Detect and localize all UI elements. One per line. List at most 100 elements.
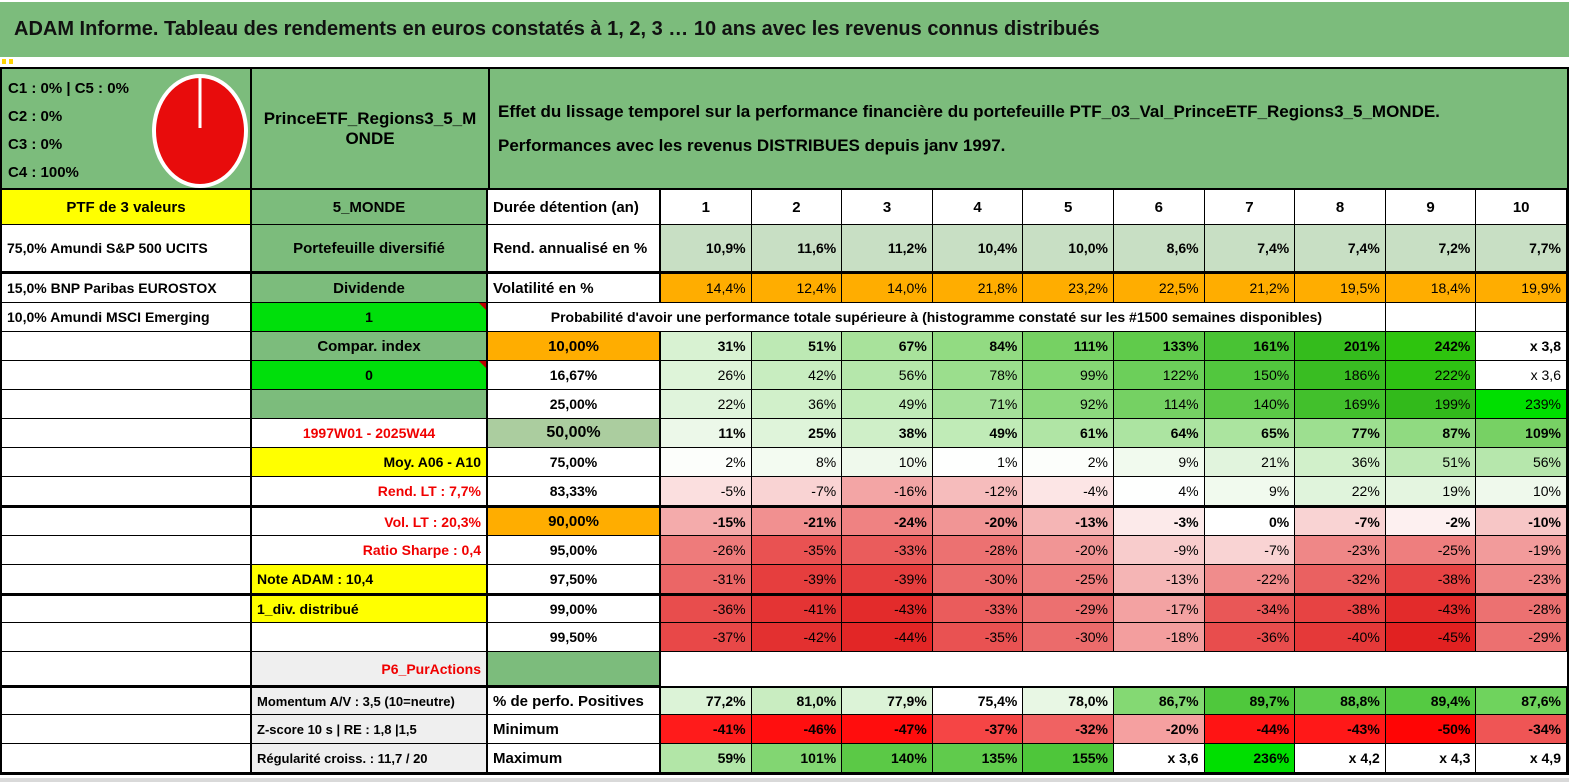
label-cell[interactable]: Volatilité en % (488, 272, 661, 303)
label-cell[interactable]: Note ADAM : 10,4 (252, 565, 488, 594)
value-cell[interactable]: -33% (842, 536, 933, 565)
value-cell[interactable]: x 3,8 (1476, 332, 1567, 361)
value-cell[interactable]: 77,9% (842, 686, 933, 715)
value-cell[interactable]: -43% (842, 594, 933, 623)
value-cell[interactable]: 31% (661, 332, 752, 361)
portfolio-name-cell[interactable]: PrinceETF_Regions3_5_MONDE (252, 67, 490, 190)
label-cell[interactable] (2, 506, 252, 536)
label-cell[interactable] (2, 419, 252, 448)
value-cell[interactable]: -44% (1204, 715, 1296, 744)
label-cell[interactable]: 5_MONDE (252, 190, 488, 225)
value-cell[interactable]: -13% (1023, 506, 1114, 536)
value-cell[interactable]: -2% (1385, 506, 1477, 536)
value-cell[interactable]: 89,4% (1385, 686, 1477, 715)
label-cell[interactable] (2, 686, 252, 715)
value-cell[interactable]: 88,8% (1295, 686, 1386, 715)
value-cell[interactable]: 10,9% (661, 225, 752, 272)
value-cell[interactable]: -18% (1113, 623, 1205, 652)
value-cell[interactable]: 36% (1295, 448, 1386, 477)
value-cell[interactable] (1476, 303, 1567, 332)
value-cell[interactable]: 36% (751, 390, 843, 419)
value-cell[interactable]: 8 (1295, 190, 1386, 225)
value-cell[interactable]: 10 (1476, 190, 1567, 225)
value-cell[interactable]: 65% (1204, 419, 1296, 448)
value-cell[interactable]: -36% (1204, 623, 1296, 652)
value-cell[interactable]: 42% (751, 361, 843, 390)
value-cell[interactable]: 114% (1113, 390, 1205, 419)
value-cell[interactable]: 11% (661, 419, 752, 448)
value-cell[interactable]: 5 (1023, 190, 1114, 225)
value-cell[interactable]: -22% (1204, 565, 1296, 594)
value-cell[interactable]: -5% (661, 477, 752, 506)
value-cell[interactable]: 0% (1204, 506, 1296, 536)
value-cell[interactable]: 6 (1113, 190, 1205, 225)
value-cell[interactable]: 11,6% (751, 225, 843, 272)
value-cell[interactable]: -38% (1295, 594, 1386, 623)
value-cell[interactable]: 140% (842, 744, 933, 773)
value-cell[interactable]: 4 (932, 190, 1024, 225)
label-cell[interactable] (2, 623, 252, 652)
value-cell[interactable]: x 4,9 (1476, 744, 1567, 773)
label-cell[interactable]: Régularité croiss. : 11,7 / 20 (252, 744, 488, 773)
value-cell[interactable]: -17% (1113, 594, 1205, 623)
value-cell[interactable]: 140% (1204, 390, 1296, 419)
value-cell[interactable]: -32% (1295, 565, 1386, 594)
label-cell[interactable]: Rend. annualisé en % (488, 225, 661, 272)
value-cell[interactable]: 22% (1295, 477, 1386, 506)
portfolio-allocations-cell[interactable]: C1 : 0% | C5 : 0% C2 : 0% C3 : 0% C4 : 1… (0, 67, 252, 190)
value-cell[interactable]: 61% (1023, 419, 1114, 448)
value-cell[interactable]: 18,4% (1385, 272, 1477, 303)
value-cell[interactable]: -7% (1204, 536, 1296, 565)
value-cell[interactable]: 222% (1385, 361, 1477, 390)
value-cell[interactable]: 135% (932, 744, 1024, 773)
label-cell[interactable]: Vol. LT : 20,3% (252, 506, 488, 536)
value-cell[interactable]: -41% (661, 715, 752, 744)
value-cell[interactable]: -45% (1385, 623, 1477, 652)
value-cell[interactable]: -15% (661, 506, 752, 536)
value-cell[interactable]: -43% (1385, 594, 1477, 623)
value-cell[interactable]: -40% (1295, 623, 1386, 652)
value-cell[interactable]: -20% (1023, 536, 1114, 565)
value-cell[interactable]: 38% (842, 419, 933, 448)
value-cell[interactable]: 239% (1476, 390, 1567, 419)
value-cell[interactable]: 2 (751, 190, 843, 225)
label-cell[interactable]: 1 (252, 303, 488, 332)
value-cell[interactable]: -50% (1385, 715, 1477, 744)
value-cell[interactable]: 26% (661, 361, 752, 390)
value-cell[interactable]: -20% (932, 506, 1024, 536)
label-cell[interactable]: P6_PurActions (252, 652, 488, 686)
value-cell[interactable]: 56% (842, 361, 933, 390)
value-cell[interactable]: 3 (842, 190, 933, 225)
label-cell[interactable] (2, 390, 252, 419)
value-cell[interactable]: -9% (1113, 536, 1205, 565)
value-cell[interactable]: -12% (932, 477, 1024, 506)
label-cell[interactable] (2, 565, 252, 594)
value-cell[interactable]: 1 (661, 190, 752, 225)
label-cell[interactable]: 16,67% (488, 361, 661, 390)
label-cell[interactable]: 15,0% BNP Paribas EUROSTOX (2, 272, 252, 303)
value-cell[interactable]: 169% (1295, 390, 1386, 419)
value-cell[interactable]: 11,2% (842, 225, 933, 272)
value-cell[interactable]: 51% (1385, 448, 1477, 477)
label-cell[interactable] (2, 652, 252, 686)
value-cell[interactable]: 101% (751, 744, 843, 773)
value-cell[interactable]: 77,2% (661, 686, 752, 715)
value-cell[interactable]: 133% (1113, 332, 1205, 361)
value-cell[interactable]: 10% (1476, 477, 1567, 506)
label-cell[interactable]: Maximum (488, 744, 661, 773)
value-cell[interactable]: 186% (1295, 361, 1386, 390)
value-cell[interactable]: -21% (751, 506, 843, 536)
value-cell[interactable]: -4% (1023, 477, 1114, 506)
label-cell[interactable]: Moy. A06 - A10 (252, 448, 488, 477)
value-cell[interactable]: 14,0% (842, 272, 933, 303)
value-cell[interactable]: -37% (932, 715, 1024, 744)
value-cell[interactable]: 111% (1023, 332, 1114, 361)
label-cell[interactable]: Minimum (488, 715, 661, 744)
label-cell[interactable]: 97,50% (488, 565, 661, 594)
value-cell[interactable]: 75,4% (932, 686, 1024, 715)
value-cell[interactable]: 14,4% (661, 272, 752, 303)
value-cell[interactable]: 7,4% (1204, 225, 1296, 272)
value-cell[interactable]: 99% (1023, 361, 1114, 390)
label-cell[interactable]: 99,50% (488, 623, 661, 652)
value-cell[interactable]: -23% (1476, 565, 1567, 594)
